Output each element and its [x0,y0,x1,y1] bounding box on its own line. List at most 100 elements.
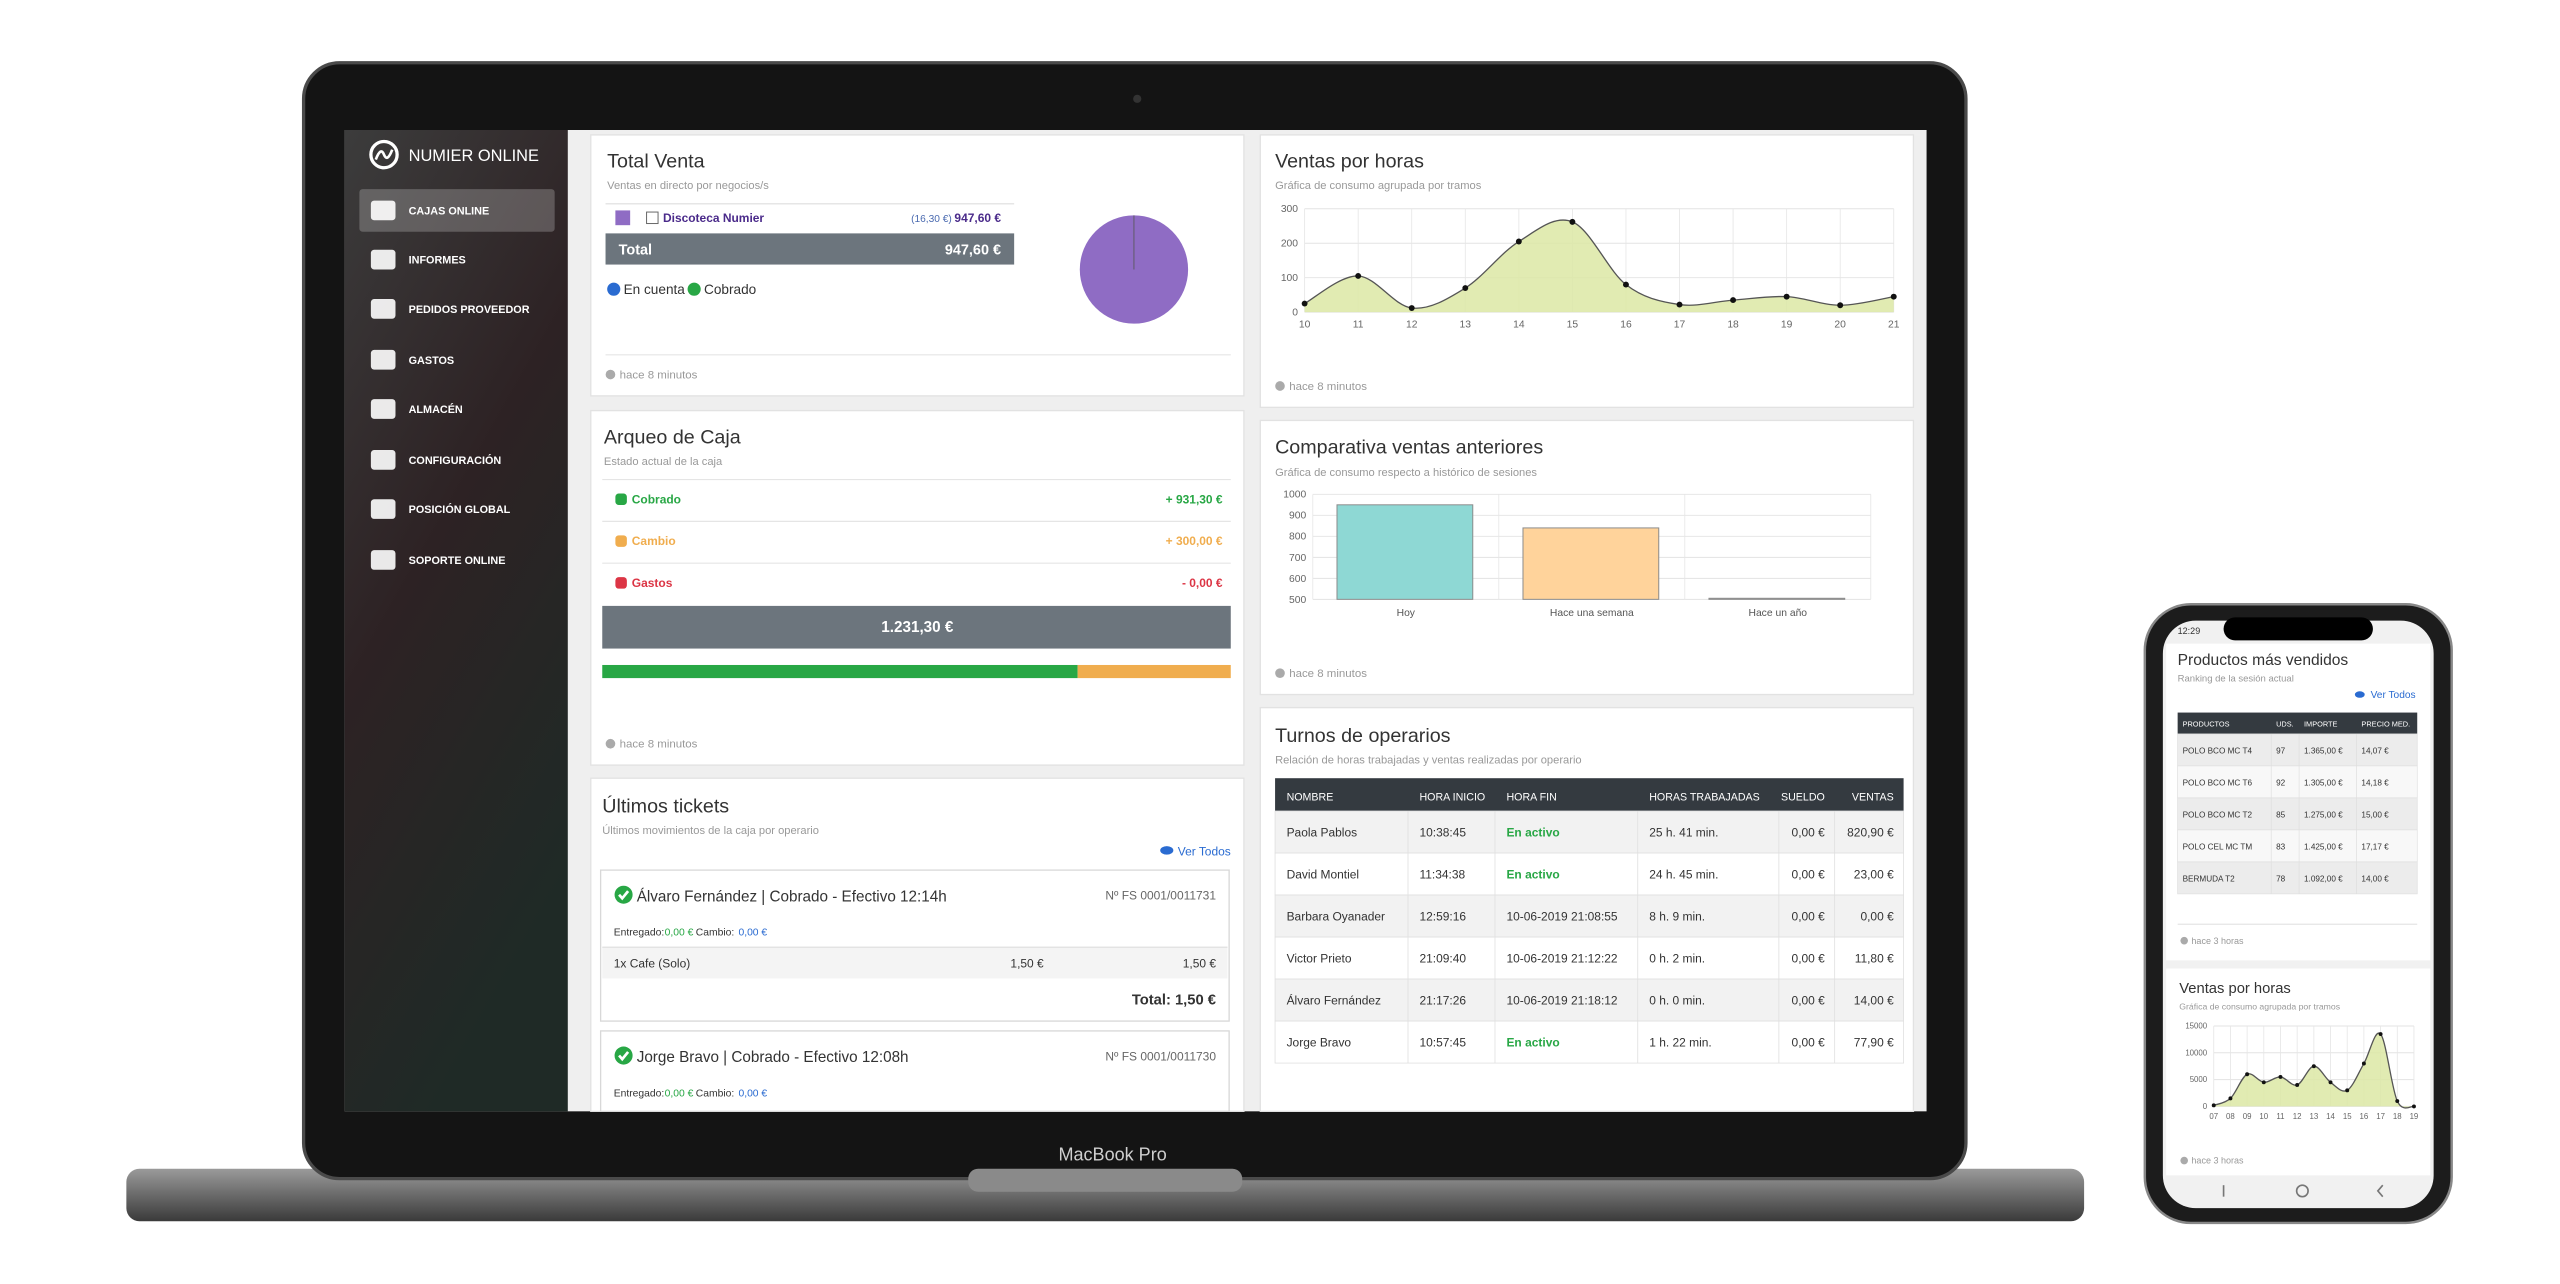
paid-label: Entregado: [614,928,665,939]
column-header: PRECIO MED. [2361,720,2410,729]
table-row [1274,810,1904,854]
laptop-base [126,1168,2085,1222]
menu-item[interactable]: GASTOS [409,355,455,367]
point [2378,1032,2383,1037]
sidebar [344,130,568,1112]
area-fill [2213,1033,2414,1108]
menu-active [359,189,555,232]
point [1462,285,1469,291]
ticket-number: Nº FS 0001/0011731 [1105,889,1216,903]
view-all-link[interactable]: Ver Todos [2371,690,2416,701]
point [1730,297,1737,304]
table-cell: 92 [2276,779,2286,788]
table-cell: 0,00 € [1792,994,1826,1008]
phone-notch [2223,617,2373,641]
menu-item[interactable]: CAJAS ONLINE [409,206,490,218]
y-tick-label: 5000 [2190,1075,2208,1084]
table-row [2177,733,2418,767]
panel-title: Productos más vendidos [2178,652,2349,669]
table-cell: 14,00 € [2361,875,2389,884]
table-cell: 10-06-2019 21:08:55 [1506,909,1617,923]
x-tick-label: 11 [2276,1112,2284,1121]
x-tick-label: 16 [2360,1112,2369,1121]
change-amount: 0,00 € [738,928,767,939]
table-cell: En activo [1506,1036,1559,1050]
table-cell: 1.092,00 € [2304,875,2343,884]
panel-title: Total Venta [607,151,704,173]
menu-icon [370,499,396,519]
x-tick-label: 15 [1567,319,1579,330]
paid-amount: 0,00 € [665,1089,694,1100]
column-header: HORAS TRABAJADAS [1649,791,1760,803]
x-tick-label: 18 [2393,1112,2402,1121]
point [1355,273,1362,279]
menu-item[interactable]: ALMACÉN [409,403,463,416]
panel-subtitle: Ranking de la sesión actual [2178,673,2294,684]
legend-dot [687,282,701,296]
table-cell: 21:17:26 [1419,994,1466,1008]
point [2228,1096,2233,1101]
total-label: Total [619,243,652,259]
panel [590,409,1245,766]
checkbox [646,211,659,225]
panel-subtitle: Ventas en directo por negocios/s [607,180,769,192]
table-cell: 24 h. 45 min. [1649,867,1718,881]
menu-item[interactable]: INFORMES [409,255,466,267]
total-bar [605,233,1015,265]
ticket-header: Jorge Bravo | Cobrado - Efectivo 12:08h [637,1049,909,1066]
menu-item[interactable]: CONFIGURACIÓN [409,454,502,467]
panel-subtitle: Estado actual de la caja [604,456,723,468]
point [2395,1099,2400,1104]
updated-time: hace 3 horas [2191,936,2244,946]
row-amount: + 931,30 € [1166,492,1223,506]
table-cell: 15,00 € [2361,811,2389,820]
table-cell: Álvaro Fernández [1287,993,1381,1008]
table-cell: 23,00 € [1854,867,1894,881]
column-header: UDS. [2276,720,2294,729]
table-cell: POLO CEL MC TM [2183,843,2253,852]
point [2311,1064,2316,1069]
line-price: 1,50 € [1010,957,1044,971]
column-header: NOMBRE [1287,791,1334,803]
status-time: 12:29 [2178,626,2201,636]
table-cell: 0 h. 2 min. [1649,951,1705,965]
x-tick-label: 10 [1299,319,1311,330]
paid-amount: 0,00 € [665,928,694,939]
y-tick-label: 0 [1292,308,1298,319]
clock-icon [605,369,616,380]
y-tick-label: 500 [1289,595,1306,606]
menu-item[interactable]: SOPORTE ONLINE [409,555,506,567]
bar [1708,597,1846,600]
legend-dot [607,282,621,296]
x-tick-label: 19 [2410,1112,2419,1121]
panel-subtitle: Gráfica de consumo respecto a histórico … [1275,467,1537,479]
y-tick-label: 900 [1289,511,1306,522]
progress-segment [602,664,1078,679]
row-icon [615,493,627,505]
y-tick-label: 600 [1289,574,1306,585]
y-tick-label: 1000 [1283,490,1306,501]
business-name[interactable]: Discoteca Numier [663,211,764,225]
table-row [1274,852,1904,896]
brand-logo [369,139,399,170]
menu-item[interactable]: PEDIDOS PROVEEDOR [409,304,530,316]
x-tick-label: 09 [2243,1112,2252,1121]
table-cell: 77,90 € [1854,1036,1894,1050]
column-header: IMPORTE [2304,720,2338,729]
clock-icon [1275,381,1285,391]
point [1569,218,1576,225]
point [2211,1103,2216,1108]
menu-icon [370,249,396,270]
point [1408,305,1415,311]
view-all-link[interactable]: Ver Todos [1178,844,1231,858]
menu-icon [370,550,396,570]
legend-label: Cobrado [704,282,756,297]
panel-title: Ventas por horas [1275,151,1424,173]
table-cell: 1.275,00 € [2304,811,2343,820]
y-tick-label: 800 [1289,532,1306,543]
menu-item[interactable]: POSICIÓN GLOBAL [409,503,511,516]
table-cell: Paola Pablos [1287,825,1358,839]
business-amount: 947,60 € [954,211,1001,225]
table-cell: POLO BCO MC T4 [2183,747,2253,756]
